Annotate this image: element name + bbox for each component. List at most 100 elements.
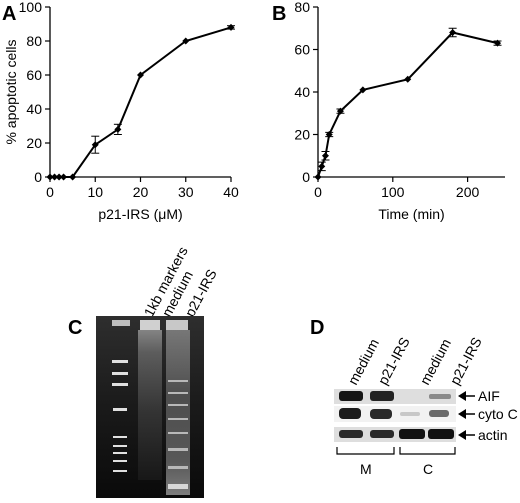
data-point <box>91 141 99 149</box>
ladder-band <box>112 360 128 363</box>
data-point <box>325 131 333 138</box>
blot-band <box>399 429 425 439</box>
dna-ladder-band <box>168 484 188 489</box>
gel-well <box>112 320 130 326</box>
x-tick-label: 100 <box>381 184 405 200</box>
gel-dna-laddering <box>168 380 188 489</box>
group-bracket-c <box>399 447 456 455</box>
blot-row-label-cytoc: cyto C <box>478 406 518 422</box>
data-point <box>227 23 235 31</box>
data-point <box>60 173 68 181</box>
y-tick-label: 100 <box>19 0 43 15</box>
y-tick-label: 80 <box>294 0 310 15</box>
ladder-band <box>112 383 128 386</box>
y-tick-label: 20 <box>26 135 42 151</box>
data-point <box>321 152 329 160</box>
data-point <box>46 173 54 181</box>
ladder-band <box>113 452 127 454</box>
blot-band <box>370 391 394 401</box>
y-tick-label: 0 <box>34 169 42 185</box>
data-point <box>336 107 344 115</box>
ladder-band <box>113 408 127 411</box>
x-tick-label: 20 <box>133 184 149 200</box>
y-tick-label: 0 <box>302 169 310 185</box>
data-point <box>318 162 326 170</box>
data-point <box>51 173 59 181</box>
x-tick-label: 200 <box>456 184 480 200</box>
x-tick-label: 30 <box>178 184 194 200</box>
dna-ladder-band <box>168 418 188 420</box>
blot-row-label-aif: AIF <box>478 388 500 404</box>
panel-d-label: D <box>310 317 324 339</box>
dna-ladder-band <box>168 448 188 451</box>
x-tick-label: 10 <box>87 184 103 200</box>
y-tick-label: 40 <box>294 84 310 100</box>
dna-ladder-band <box>168 392 188 394</box>
panel-c-label: C <box>68 317 82 339</box>
dna-ladder-band <box>168 380 188 382</box>
x-tick-label: 40 <box>223 184 239 200</box>
y-tick-label: 80 <box>26 33 42 49</box>
blot-row-label-actin: actin <box>478 427 508 443</box>
chart-a-apoptosis-vs-concentration: 0 10 20 30 40 0 20 40 60 80 100 p21-IRS (μM) % apopt… <box>3 0 239 222</box>
data-point <box>114 125 122 133</box>
ladder-band <box>113 470 127 472</box>
data-point <box>69 173 77 181</box>
panel-b-label: B <box>272 3 286 25</box>
series-line <box>50 26 232 178</box>
chart-b-apoptosis-vs-time: 0 100 200 0 20 40 60 80 Time (min) <box>294 0 505 222</box>
x-tick-label: 0 <box>46 184 54 200</box>
blot-strip-aif <box>334 389 456 404</box>
blot-band <box>428 429 454 439</box>
blot-strip-actin <box>334 427 456 442</box>
data-point <box>449 29 457 36</box>
blot-panel-d: medium p21-IRS medium p21-IRS AIF cyto C… <box>334 335 518 477</box>
arrow-head-icon <box>458 430 466 440</box>
gel-lane-medium-smear <box>138 330 162 480</box>
blot-band <box>400 412 420 416</box>
blot-band <box>370 409 392 419</box>
gel-well <box>166 320 188 330</box>
blot-band <box>339 408 361 419</box>
dna-ladder-band <box>168 432 188 434</box>
y-tick-label: 40 <box>26 101 42 117</box>
arrow-head-icon <box>458 391 466 401</box>
blot-strip-cytoc <box>334 406 456 422</box>
panel-a-label: A <box>2 3 16 25</box>
blot-lane-label: p21-IRS <box>447 335 485 388</box>
ladder-band <box>113 460 127 462</box>
series-line <box>317 31 498 178</box>
group-bracket-m <box>336 447 395 455</box>
blot-band <box>429 410 449 417</box>
dna-ladder-band <box>168 404 188 406</box>
gel-marker-ladder <box>112 360 128 472</box>
data-point <box>182 37 190 45</box>
data-point <box>359 86 367 94</box>
y-tick-label: 60 <box>26 67 42 83</box>
ladder-band <box>113 445 127 447</box>
gel-well <box>140 320 160 330</box>
data-point <box>404 75 412 83</box>
dna-ladder-band <box>168 466 188 469</box>
y-tick-label: 20 <box>294 127 310 143</box>
blot-band <box>370 430 394 438</box>
group-label-c: C <box>423 461 433 477</box>
y-tick-label: 60 <box>294 42 310 58</box>
y-axis-label: % apoptotic cells <box>3 39 19 144</box>
arrow-head-icon <box>458 409 466 419</box>
data-point <box>314 173 322 181</box>
blot-band <box>339 430 363 438</box>
data-point <box>137 71 144 79</box>
gel-lane-p21irs-smear <box>166 330 190 495</box>
ladder-band <box>112 372 128 375</box>
data-point <box>494 39 502 47</box>
blot-band <box>429 394 451 399</box>
x-axis-label: Time (min) <box>378 206 444 222</box>
ladder-band <box>113 436 127 438</box>
data-point <box>55 173 63 181</box>
group-label-m: M <box>360 461 372 477</box>
x-axis-label: p21-IRS (μM) <box>98 206 182 222</box>
x-tick-label: 0 <box>314 184 322 200</box>
gel-panel-c: 1kb markers medium p21-IRS <box>96 244 220 498</box>
